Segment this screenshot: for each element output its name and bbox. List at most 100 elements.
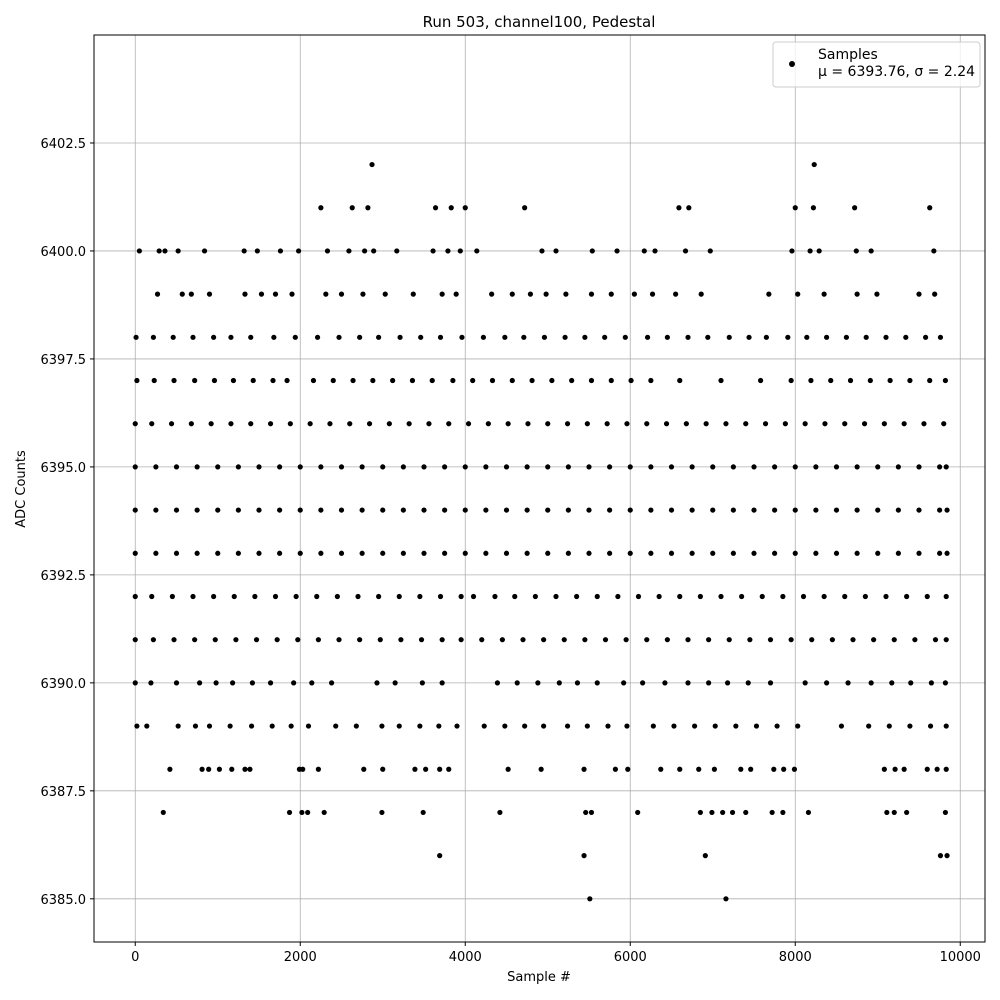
data-point	[586, 550, 592, 556]
data-point	[470, 377, 476, 384]
data-point	[813, 464, 819, 470]
data-point	[581, 766, 587, 772]
data-point	[520, 637, 526, 643]
data-point	[318, 464, 324, 470]
data-point	[868, 680, 874, 686]
data-point	[400, 550, 406, 556]
data-point	[912, 637, 918, 643]
data-point	[522, 205, 528, 211]
data-point	[291, 680, 297, 686]
data-point	[852, 205, 858, 211]
data-point	[539, 248, 545, 254]
data-point	[747, 637, 753, 643]
data-point	[144, 723, 150, 729]
data-point	[194, 550, 200, 556]
data-point	[607, 507, 613, 513]
data-point	[296, 248, 302, 254]
data-point	[421, 464, 427, 470]
data-point	[792, 464, 798, 470]
x-tick-label: 6000	[614, 950, 647, 965]
data-point	[359, 464, 365, 470]
data-point	[439, 291, 445, 297]
data-point	[170, 334, 176, 340]
data-point	[132, 593, 138, 600]
data-point	[586, 507, 592, 513]
data-point	[901, 421, 907, 427]
data-point	[446, 421, 452, 427]
data-point	[267, 680, 274, 686]
data-point	[134, 377, 140, 384]
data-point	[671, 723, 677, 729]
data-point	[297, 464, 303, 470]
data-point	[386, 421, 392, 427]
data-point	[886, 723, 892, 729]
data-point	[941, 421, 947, 427]
data-point	[627, 464, 633, 470]
data-point	[400, 464, 406, 470]
data-point	[215, 507, 221, 513]
data-point	[474, 248, 480, 254]
data-point	[907, 723, 913, 729]
data-point	[377, 637, 383, 643]
data-point	[574, 593, 580, 600]
data-point	[574, 680, 581, 686]
data-point	[664, 334, 670, 340]
data-point	[272, 593, 279, 600]
data-point	[150, 334, 156, 340]
data-point	[269, 723, 275, 729]
data-point	[150, 637, 156, 643]
data-point	[758, 377, 764, 384]
data-point	[248, 334, 254, 340]
data-point	[525, 421, 531, 427]
data-point	[622, 334, 628, 340]
data-point	[502, 723, 508, 729]
data-point	[795, 723, 801, 729]
data-point	[151, 377, 157, 384]
data-point	[439, 637, 445, 643]
data-point	[549, 377, 555, 384]
data-point	[235, 550, 241, 556]
data-point	[916, 464, 922, 470]
data-point	[132, 637, 138, 643]
data-point	[418, 334, 424, 340]
data-point	[711, 766, 718, 772]
data-point	[673, 291, 679, 297]
data-point	[588, 291, 595, 297]
data-point	[362, 248, 368, 254]
data-point	[602, 637, 609, 643]
data-point	[329, 680, 335, 686]
y-tick-label: 6397.5	[41, 353, 87, 368]
data-point	[907, 377, 913, 384]
data-point	[810, 205, 817, 211]
data-point	[833, 464, 840, 470]
data-point	[442, 550, 448, 556]
data-point	[587, 896, 593, 902]
data-point	[883, 334, 889, 340]
data-point	[215, 550, 221, 556]
data-point	[436, 723, 442, 729]
data-point	[692, 723, 698, 729]
data-point	[720, 809, 726, 816]
data-point	[625, 766, 631, 772]
data-point	[772, 464, 778, 470]
data-point	[874, 291, 880, 297]
data-point	[489, 291, 495, 297]
data-point	[169, 593, 175, 600]
data-point	[942, 377, 949, 384]
data-point	[748, 766, 754, 772]
data-point	[315, 766, 321, 772]
data-point	[457, 248, 463, 254]
data-point	[584, 723, 590, 729]
data-point	[712, 723, 718, 729]
data-point	[288, 723, 294, 729]
data-point	[562, 334, 568, 340]
data-point	[782, 421, 788, 427]
data-point	[211, 593, 217, 600]
data-point	[635, 809, 641, 816]
data-point	[556, 680, 562, 686]
data-point	[664, 637, 670, 643]
data-point	[215, 464, 221, 470]
data-point	[895, 550, 901, 556]
data-point	[492, 593, 498, 600]
